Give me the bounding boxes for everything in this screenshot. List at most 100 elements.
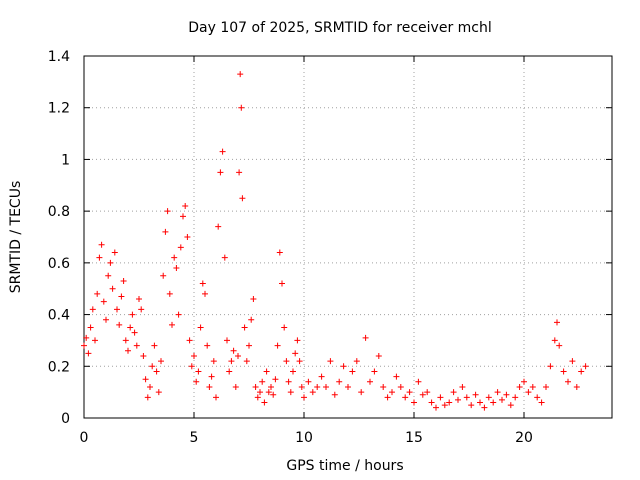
data-point <box>199 280 206 287</box>
data-point <box>565 378 571 385</box>
data-point <box>114 306 120 313</box>
y-tick-label: 0 <box>61 411 70 427</box>
data-point <box>254 394 261 401</box>
data-point <box>263 368 270 375</box>
data-point <box>87 324 94 331</box>
data-point <box>402 394 409 401</box>
y-axis-label: SRMTID / TECUs <box>8 181 24 294</box>
data-point <box>184 234 191 240</box>
data-point <box>281 324 288 331</box>
data-point <box>89 306 96 313</box>
data-point <box>437 394 444 401</box>
data-point <box>279 280 285 287</box>
data-point <box>276 249 283 256</box>
data-point <box>180 213 186 220</box>
data-point <box>290 368 296 375</box>
data-point <box>305 378 312 385</box>
data-point <box>208 373 215 380</box>
data-point <box>345 383 351 390</box>
data-point <box>164 208 171 215</box>
x-axis-ticks: 0 5 10 15 20 <box>80 56 533 446</box>
data-point <box>512 394 519 401</box>
x-axis-label: GPS time / hours <box>286 458 403 474</box>
data-point <box>371 368 378 375</box>
data-point <box>158 358 164 365</box>
data-point <box>206 383 213 390</box>
data-point <box>362 334 369 341</box>
data-point <box>393 373 400 380</box>
data-point <box>503 391 510 398</box>
data-point <box>578 368 585 375</box>
data-point <box>353 358 360 365</box>
y-tick-label: 1 <box>61 152 70 168</box>
data-point <box>485 394 492 401</box>
data-point <box>340 363 347 370</box>
data-point <box>237 71 244 78</box>
data-point <box>151 342 158 349</box>
data-point <box>375 352 382 359</box>
data-point <box>127 324 134 331</box>
data-point <box>173 265 180 272</box>
data-point <box>81 342 87 349</box>
data-point <box>318 373 325 380</box>
data-point <box>272 376 279 383</box>
data-point <box>463 394 470 401</box>
data-point <box>367 378 373 385</box>
data-point <box>314 383 321 390</box>
data-point <box>169 321 175 328</box>
data-point <box>98 241 105 248</box>
data-point <box>149 363 156 370</box>
data-point <box>144 394 151 401</box>
data-point <box>235 352 241 359</box>
x-tick-label: 15 <box>405 430 423 446</box>
data-point <box>257 389 263 396</box>
data-point <box>433 404 439 411</box>
data-point <box>171 254 178 261</box>
data-point <box>538 399 545 406</box>
data-point <box>543 383 549 390</box>
data-point <box>85 350 92 357</box>
data-point <box>252 383 259 390</box>
data-point <box>296 358 303 365</box>
data-point <box>582 363 589 370</box>
data-point <box>202 290 208 297</box>
data-point <box>83 334 90 341</box>
data-point <box>294 337 301 344</box>
y-axis-ticks: 0 0.2 0.4 0.6 0.8 1 1.2 1.4 <box>48 49 612 427</box>
y-tick-label: 0.8 <box>48 204 70 220</box>
data-points <box>81 71 589 411</box>
data-point <box>136 296 142 303</box>
x-tick-label: 20 <box>515 430 533 446</box>
data-point <box>221 254 228 261</box>
data-point <box>327 358 334 365</box>
data-point <box>215 223 222 230</box>
data-point <box>122 337 129 344</box>
data-point <box>248 316 255 323</box>
data-point <box>230 347 237 354</box>
data-point <box>103 316 109 323</box>
data-point <box>419 391 426 398</box>
data-point <box>298 383 305 390</box>
data-point <box>133 342 140 349</box>
data-point <box>120 277 127 284</box>
data-point <box>246 342 252 349</box>
data-point <box>217 169 224 176</box>
data-point <box>481 404 488 411</box>
data-point <box>499 396 505 403</box>
y-tick-label: 0.2 <box>48 359 70 375</box>
data-point <box>175 311 182 318</box>
data-point <box>389 389 395 396</box>
data-point <box>323 383 329 390</box>
grid-lines <box>84 56 612 418</box>
x-tick-label: 5 <box>190 430 199 446</box>
data-point <box>186 337 193 344</box>
data-point <box>415 378 422 385</box>
data-point <box>494 389 501 396</box>
data-point <box>265 389 272 396</box>
data-point <box>219 148 226 155</box>
data-point <box>259 378 266 385</box>
data-point <box>406 389 413 396</box>
data-point <box>551 337 558 344</box>
data-point <box>105 272 112 279</box>
data-point <box>197 324 204 331</box>
